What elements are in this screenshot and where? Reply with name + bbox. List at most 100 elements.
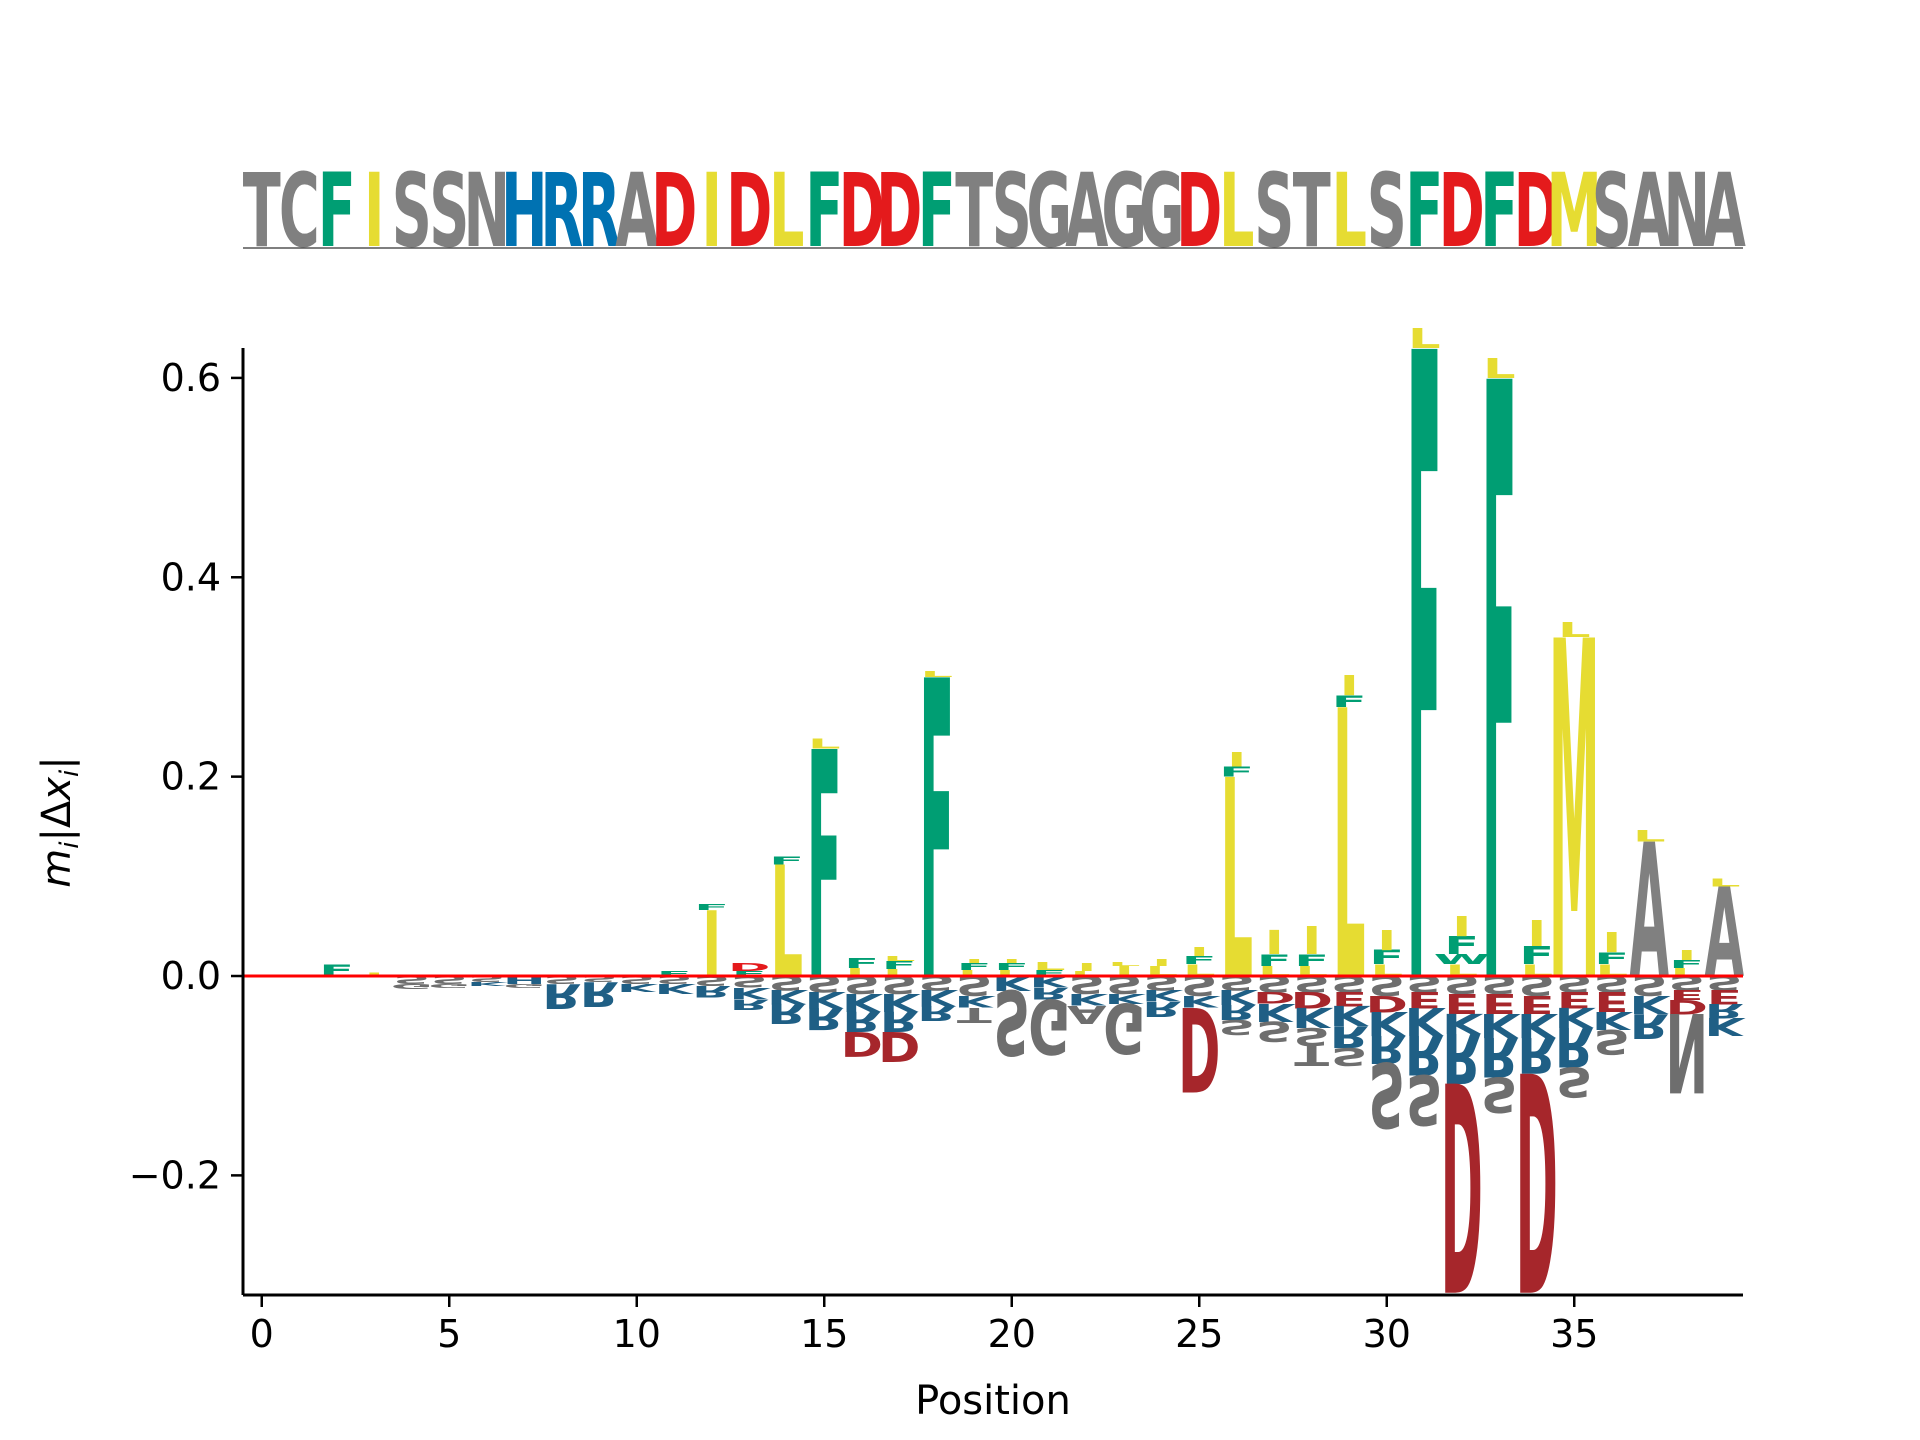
logo-letter-positive: F bbox=[1444, 932, 1479, 960]
logo-letter: D bbox=[878, 1022, 920, 1070]
logo-letter-negative: K bbox=[767, 985, 809, 1007]
logo-letter: G bbox=[391, 982, 433, 990]
logo-letter: K bbox=[1629, 990, 1671, 1018]
logo-letter-negative: K bbox=[1442, 1007, 1483, 1039]
logo-letter-negative: K bbox=[1329, 999, 1370, 1031]
logo-letter-positive: F bbox=[1369, 947, 1404, 969]
sequence-letter: L bbox=[1332, 153, 1367, 271]
logo-letter-negative: R bbox=[917, 1001, 956, 1025]
logo-letter-negative: K bbox=[842, 988, 884, 1016]
logo-letter: F bbox=[844, 955, 879, 971]
logo-letter-positive: I bbox=[1377, 925, 1396, 957]
sequence-letter: T bbox=[1293, 153, 1331, 271]
sequence-letter: R bbox=[578, 153, 621, 271]
sequence-letter: I bbox=[701, 153, 722, 271]
logo-letter: E bbox=[1482, 987, 1517, 1019]
logo-letter: S bbox=[468, 974, 505, 984]
logo-glyphs: FIFIFFDLFFLLFLFLFLLFILFIFLLIILLILFILFILF… bbox=[319, 177, 1746, 1353]
y-axis-title-m: m bbox=[34, 849, 80, 888]
logo-letter: K bbox=[1254, 998, 1296, 1026]
logo-letter: S bbox=[392, 153, 432, 271]
logo-letter: L bbox=[770, 834, 803, 1012]
logo-letter: K bbox=[879, 988, 921, 1016]
logo-letter: F bbox=[1480, 153, 1518, 271]
logo-letter: K bbox=[617, 981, 658, 994]
logo-letter: S bbox=[1256, 1015, 1293, 1047]
x-tick-label: 30 bbox=[1363, 1312, 1411, 1356]
logo-letter: I bbox=[1190, 945, 1209, 960]
logo-letter: T bbox=[1294, 1039, 1329, 1071]
sequence-letter: C bbox=[279, 153, 320, 271]
logo-letter: D bbox=[1253, 988, 1295, 1007]
logo-letter: I bbox=[1265, 924, 1284, 962]
logo-letter: A bbox=[1629, 804, 1669, 1019]
y-axis-title-abs-open: |Δ bbox=[34, 800, 80, 841]
logo-letter: L bbox=[995, 968, 1028, 978]
logo-letter: R bbox=[1367, 1027, 1406, 1072]
logo-letter-positive: F bbox=[1519, 942, 1554, 970]
logo-letter-positive: M bbox=[1549, 544, 1600, 1085]
logo-letter-positive: I bbox=[1265, 924, 1284, 962]
logo-letter: F bbox=[919, 596, 954, 1073]
logo-letter-positive: F bbox=[657, 970, 692, 978]
logo-letter: D bbox=[651, 153, 697, 271]
logo-letter: G bbox=[1101, 153, 1147, 271]
logo-letter-positive: F bbox=[807, 687, 842, 1050]
logo-letter: E bbox=[1707, 985, 1742, 1007]
sequence-letter: S bbox=[429, 153, 469, 271]
logo-letter: R bbox=[1480, 1024, 1519, 1087]
logo-letter: S bbox=[1331, 1042, 1368, 1070]
logo-letter: S bbox=[581, 974, 618, 984]
logo-letter: K bbox=[1217, 985, 1259, 1009]
sequence-letter: D bbox=[651, 153, 697, 271]
logo-letter: R bbox=[1517, 1026, 1556, 1084]
logo-letter-positive: F bbox=[1407, 177, 1442, 1179]
logo-letter: S bbox=[429, 153, 469, 271]
logo-letter: S bbox=[1218, 1015, 1255, 1039]
logo-letter-positive: I bbox=[1602, 927, 1621, 959]
logo-letter-negative: R bbox=[542, 975, 581, 1014]
sequence-letter: M bbox=[1547, 153, 1602, 271]
logo-letter-positive: F bbox=[1257, 951, 1292, 970]
logo-letter-positive: L bbox=[1070, 970, 1103, 978]
logo-letter-positive: A bbox=[1629, 804, 1669, 1019]
sequence-letter: L bbox=[769, 153, 804, 271]
sequence-letter: R bbox=[540, 153, 583, 271]
sequence-letter: S bbox=[992, 153, 1032, 271]
logo-letter: F bbox=[918, 153, 956, 271]
logo-letter-positive: F bbox=[957, 961, 992, 972]
logo-letter: A bbox=[1067, 1000, 1107, 1028]
logo-letter-positive: L bbox=[770, 834, 803, 1012]
logo-letter-negative: D bbox=[1441, 1015, 1483, 1349]
logo-letter: S bbox=[1593, 1021, 1630, 1060]
logo-letter: F bbox=[1332, 692, 1367, 711]
sequence-letter: D bbox=[876, 153, 922, 271]
logo-letter: K bbox=[1179, 992, 1221, 1011]
y-tick-label: 0.6 bbox=[161, 356, 221, 400]
sequence-letter: T bbox=[955, 153, 993, 271]
logo-letter: S bbox=[992, 153, 1032, 271]
logo-letter: I bbox=[965, 958, 984, 964]
logo-letter: M bbox=[1549, 544, 1600, 1085]
logo-letter-negative: K bbox=[1404, 999, 1446, 1044]
logo-letter: L bbox=[1558, 619, 1591, 643]
logo-letter-negative: G bbox=[391, 982, 433, 990]
logo-letter-positive: F bbox=[1669, 958, 1704, 971]
logo-letter-positive: L bbox=[1633, 826, 1666, 845]
logo-letter-positive: F bbox=[1032, 968, 1067, 978]
logo-letter: L bbox=[1483, 353, 1516, 385]
logo-letter-negative: K bbox=[1292, 1001, 1333, 1033]
logo-letter: F bbox=[1519, 942, 1554, 970]
sequence-letter: I bbox=[364, 153, 385, 271]
logo-letter: G bbox=[1028, 981, 1070, 1069]
logo-letter: L bbox=[1708, 876, 1741, 889]
logo-letter: K bbox=[1292, 1001, 1333, 1033]
logo-letter: A bbox=[1065, 153, 1108, 271]
logo-letter-negative: D bbox=[1516, 1003, 1558, 1353]
logo-letter-negative: S bbox=[1218, 1015, 1255, 1039]
logo-letter-negative: R bbox=[1480, 1024, 1519, 1087]
logo-letter: E bbox=[1444, 987, 1479, 1019]
logo-letter-positive: I bbox=[1152, 957, 1171, 968]
sequence-letter: N bbox=[463, 153, 510, 271]
logo-letter-negative: R bbox=[880, 1005, 919, 1037]
